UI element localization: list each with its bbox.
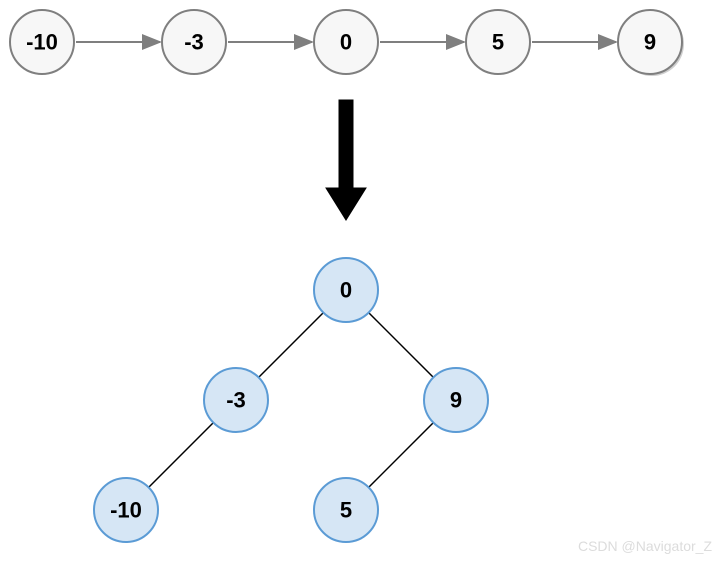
tree-node-label: 9 [450,388,462,413]
list-node-label: -3 [184,30,204,55]
tree-edge [259,313,324,378]
list-node-label: 9 [644,30,656,55]
list-node-label: 5 [492,30,504,55]
tree-node-label: 5 [340,498,352,523]
tree-edge [369,313,434,378]
list-node-label: -10 [26,30,58,55]
diagram-canvas: -10 -3 0 5 9 0 -3 9 -10 5 [0,0,724,562]
tree-edge [369,423,434,488]
tree-node-label: 0 [340,278,352,303]
tree-node-label: -3 [226,388,246,413]
list-node-label: 0 [340,30,352,55]
tree-edge [149,423,214,488]
tree-node-label: -10 [110,498,142,523]
transform-arrow-icon [326,100,366,220]
